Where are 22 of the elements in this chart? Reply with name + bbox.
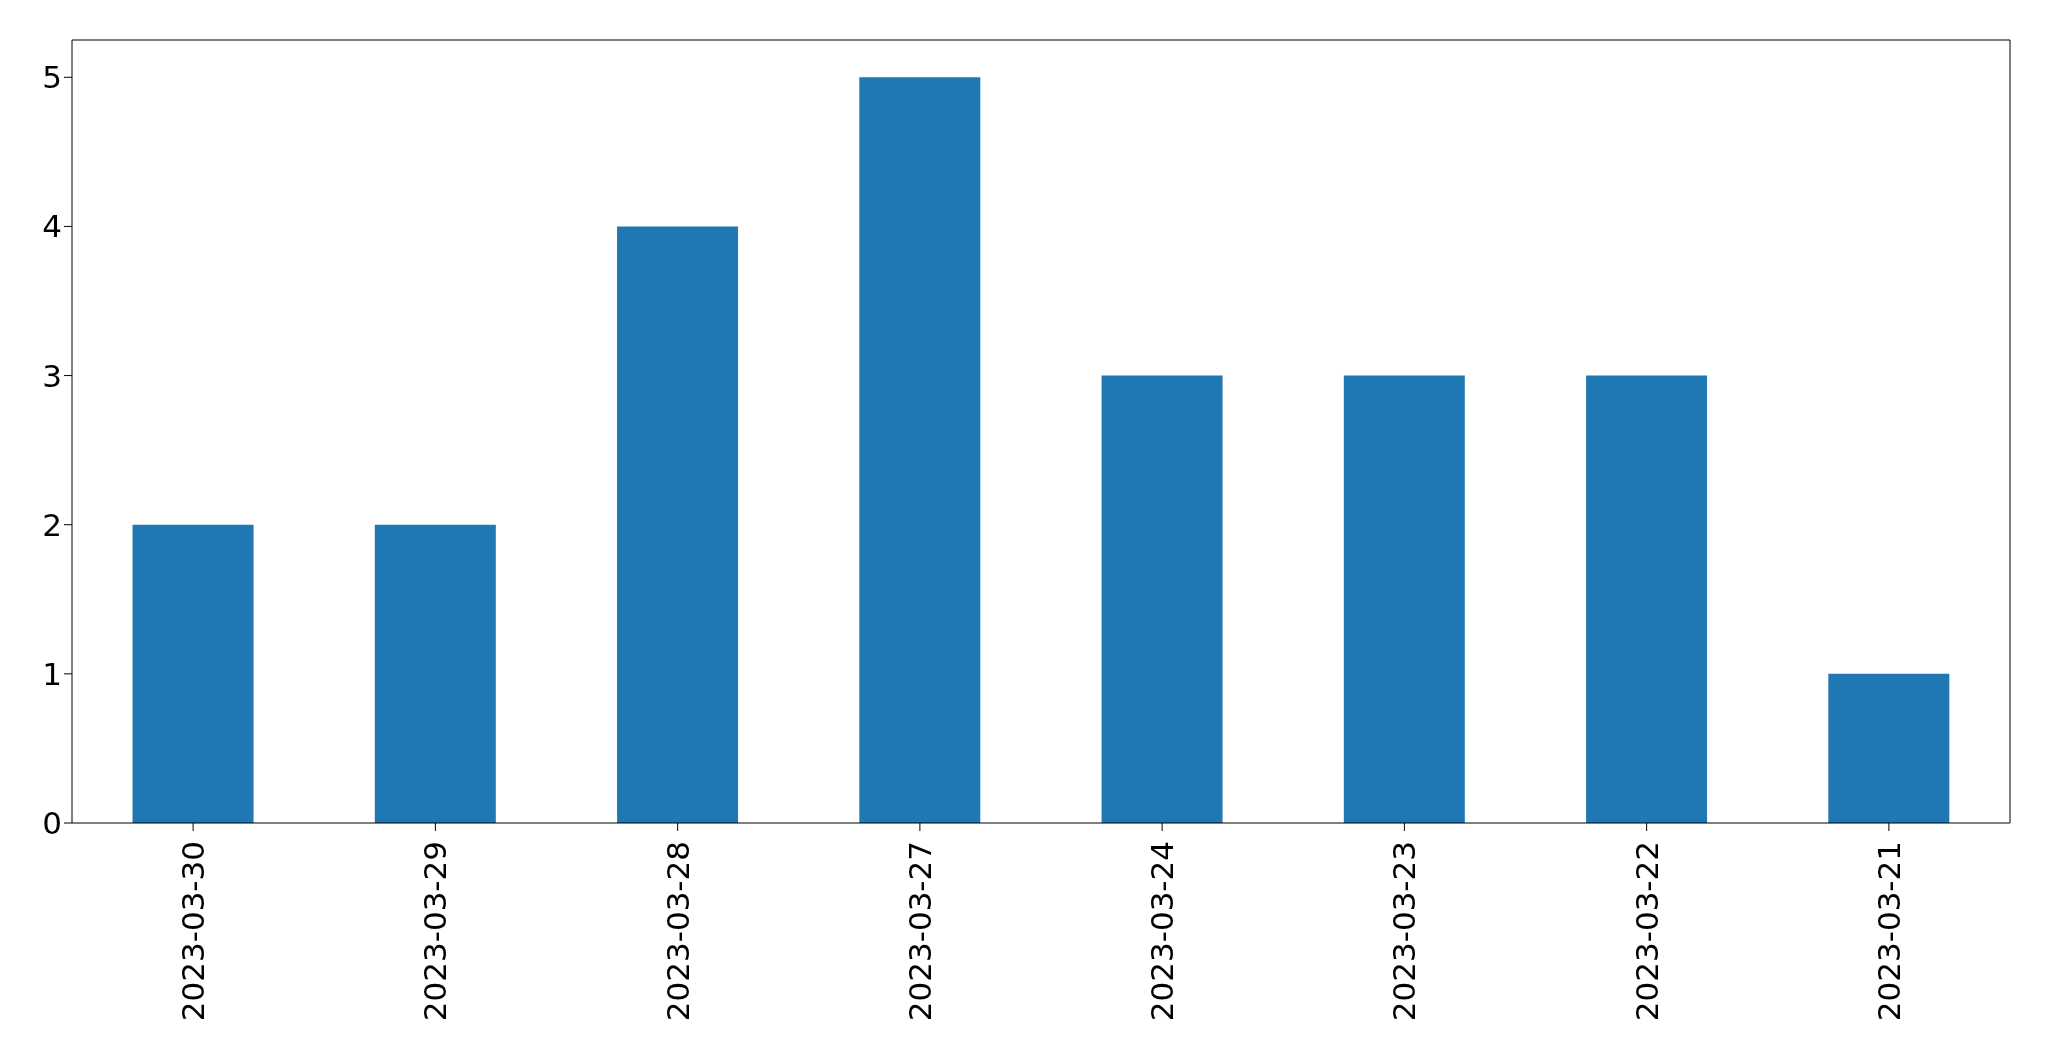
bar	[859, 77, 981, 823]
x-tick-label: 2023-03-21	[1870, 841, 1907, 1022]
bar	[1828, 673, 1950, 823]
x-tick-label: 2023-03-28	[659, 841, 696, 1022]
x-tick-label: 2023-03-22	[1628, 841, 1665, 1022]
bar	[132, 524, 254, 823]
x-tick-label: 2023-03-27	[901, 841, 938, 1022]
y-tick-label: 0	[42, 805, 62, 842]
x-tick-label: 2023-03-24	[1144, 841, 1181, 1022]
bar	[1586, 375, 1708, 823]
y-tick-label: 5	[42, 59, 62, 96]
x-tick-label: 2023-03-23	[1386, 841, 1423, 1022]
y-tick-label: 2	[42, 506, 62, 543]
x-tick-label: 2023-03-30	[175, 841, 212, 1022]
x-tick-label: 2023-03-29	[417, 841, 454, 1022]
bar	[374, 524, 496, 823]
bar	[1343, 375, 1465, 823]
y-tick-label: 1	[42, 655, 62, 692]
bar	[617, 226, 739, 823]
bar	[1101, 375, 1223, 823]
y-tick-label: 4	[42, 208, 62, 245]
y-tick-label: 3	[42, 357, 62, 394]
